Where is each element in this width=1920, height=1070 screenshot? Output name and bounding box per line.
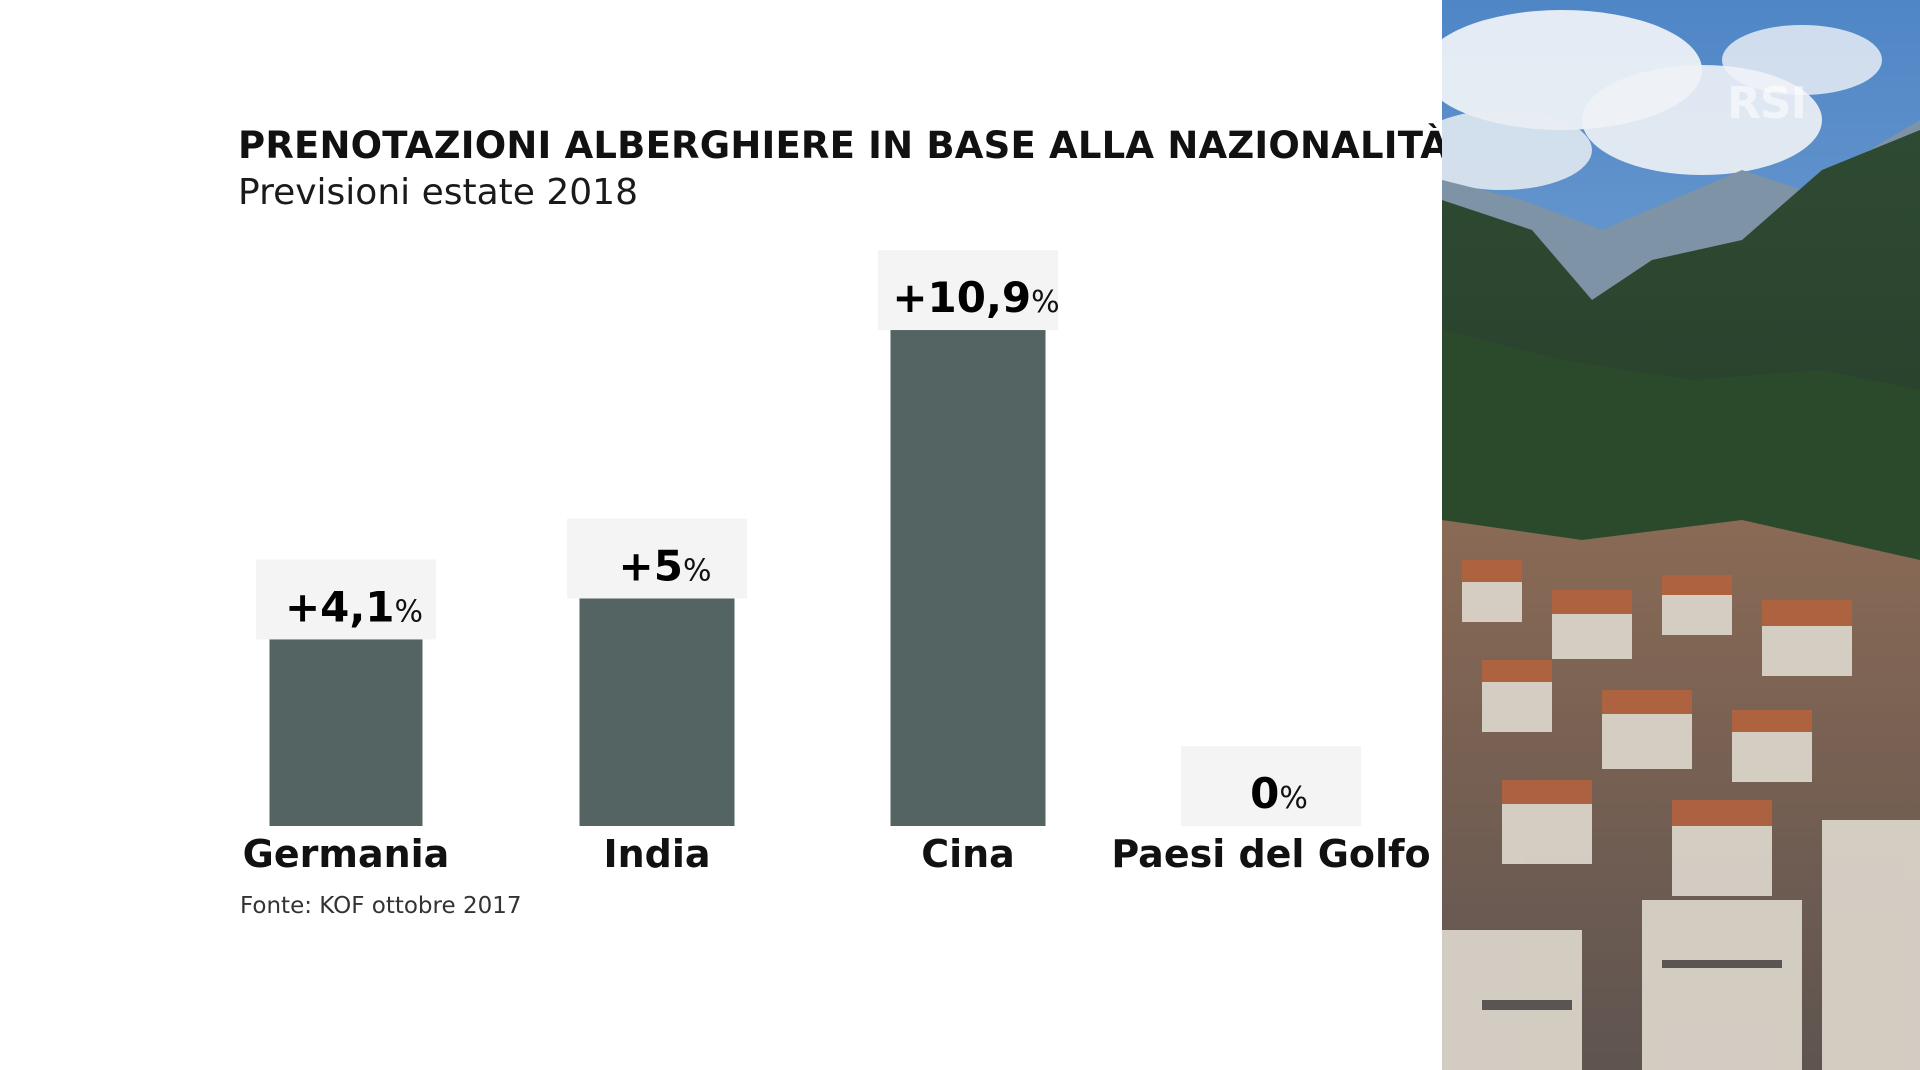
value-label-unit: % [395, 594, 424, 629]
value-label-number: +10,9 [892, 273, 1031, 322]
landscape-photo: RSI [1442, 0, 1920, 1070]
value-label-backdrop-paesi-del-golfo [1181, 746, 1361, 826]
value-label-number: +5 [619, 542, 683, 591]
value-label-number: 0 [1250, 769, 1279, 818]
value-label-unit: % [1031, 285, 1060, 320]
category-label-india: India [603, 832, 710, 876]
chart-panel: PRENOTAZIONI ALBERGHIERE IN BASE ALLA NA… [238, 124, 1449, 919]
value-label-backdrop-cina [878, 250, 1058, 331]
landscape-photo-image [1442, 0, 1920, 1070]
bar-chart: +4,1% Germania +5% India +10,9% Cina 0% Paesi d… [243, 250, 1431, 876]
chart-source: Fonte: KOF ottobre 2017 [240, 893, 522, 919]
chart-title: PRENOTAZIONI ALBERGHIERE IN BASE ALLA NA… [238, 124, 1450, 167]
value-label-india: +5% [619, 542, 712, 591]
chart-subtitle: Previsioni estate 2018 [238, 172, 638, 213]
value-label-paesi-del-golfo: 0% [1250, 769, 1308, 818]
bar-germania [269, 639, 423, 826]
value-label-germania: +4,1% [285, 582, 423, 631]
value-label-backdrop-germania [256, 559, 436, 640]
value-label-backdrop-india [567, 518, 747, 599]
value-label-number: +4,1 [285, 582, 395, 631]
bar-india [579, 598, 735, 826]
value-label-unit: % [1279, 781, 1308, 816]
category-label-paesi-del-golfo: Paesi del Golfo [1111, 832, 1430, 876]
category-label-cina: Cina [921, 832, 1015, 876]
category-label-germania: Germania [243, 832, 450, 876]
value-label-cina: +10,9% [892, 273, 1059, 322]
broadcaster-logo: RSI [1727, 78, 1807, 129]
bar-cina [890, 330, 1046, 826]
value-label-unit: % [683, 554, 712, 589]
